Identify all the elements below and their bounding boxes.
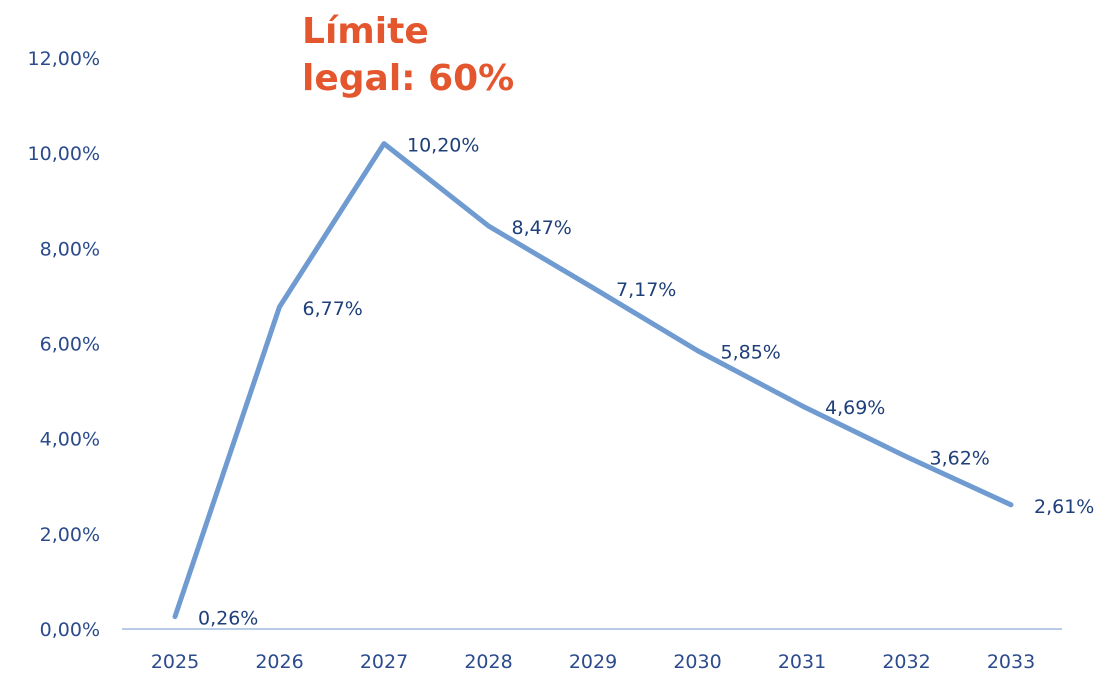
data-label: 8,47% [512, 217, 572, 239]
annotation-line-1: Límite [302, 11, 429, 52]
y-tick-label: 2,00% [40, 524, 100, 546]
data-label: 5,85% [721, 342, 781, 364]
x-axis-ticks: 2025 2026 2027 2028 2029 2030 2031 2032 2033 [151, 651, 1035, 673]
legal-limit-annotation: Límite legal: 60% [302, 8, 514, 102]
y-axis-ticks: 0,00% 2,00% 4,00% 6,00% 8,00% 10,00% 12,00% [28, 48, 100, 641]
y-tick-label: 10,00% [28, 143, 100, 165]
x-tick-label: 2029 [569, 651, 617, 673]
x-tick-label: 2032 [882, 651, 930, 673]
data-labels: 0,26% 6,77% 10,20% 8,47% 7,17% 5,85% 4,69% 3,62… [198, 135, 1094, 630]
data-label: 4,69% [825, 397, 885, 419]
x-tick-label: 2030 [673, 651, 721, 673]
x-tick-label: 2027 [360, 651, 408, 673]
y-tick-label: 8,00% [40, 238, 100, 260]
data-label: 3,62% [930, 448, 990, 470]
data-label: 7,17% [616, 279, 676, 301]
series-line [172, 141, 1014, 620]
annotation-line-2: legal: 60% [302, 58, 515, 99]
x-tick-label: 2031 [778, 651, 826, 673]
x-tick-label: 2033 [987, 651, 1035, 673]
data-label: 2,61% [1034, 496, 1094, 518]
x-tick-label: 2028 [464, 651, 512, 673]
data-label: 0,26% [198, 608, 258, 630]
y-tick-label: 12,00% [28, 48, 100, 70]
x-tick-label: 2025 [151, 651, 199, 673]
x-tick-label: 2026 [255, 651, 303, 673]
y-tick-label: 0,00% [40, 619, 100, 641]
data-label: 10,20% [407, 135, 479, 157]
data-label: 6,77% [303, 298, 363, 320]
y-tick-label: 4,00% [40, 429, 100, 451]
y-tick-label: 6,00% [40, 334, 100, 356]
